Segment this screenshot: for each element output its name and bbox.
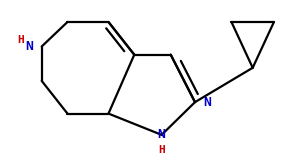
Text: N: N xyxy=(158,128,166,141)
Text: H: H xyxy=(17,35,24,45)
Text: N: N xyxy=(203,96,211,109)
Text: H: H xyxy=(158,145,165,155)
Text: N: N xyxy=(26,40,34,53)
